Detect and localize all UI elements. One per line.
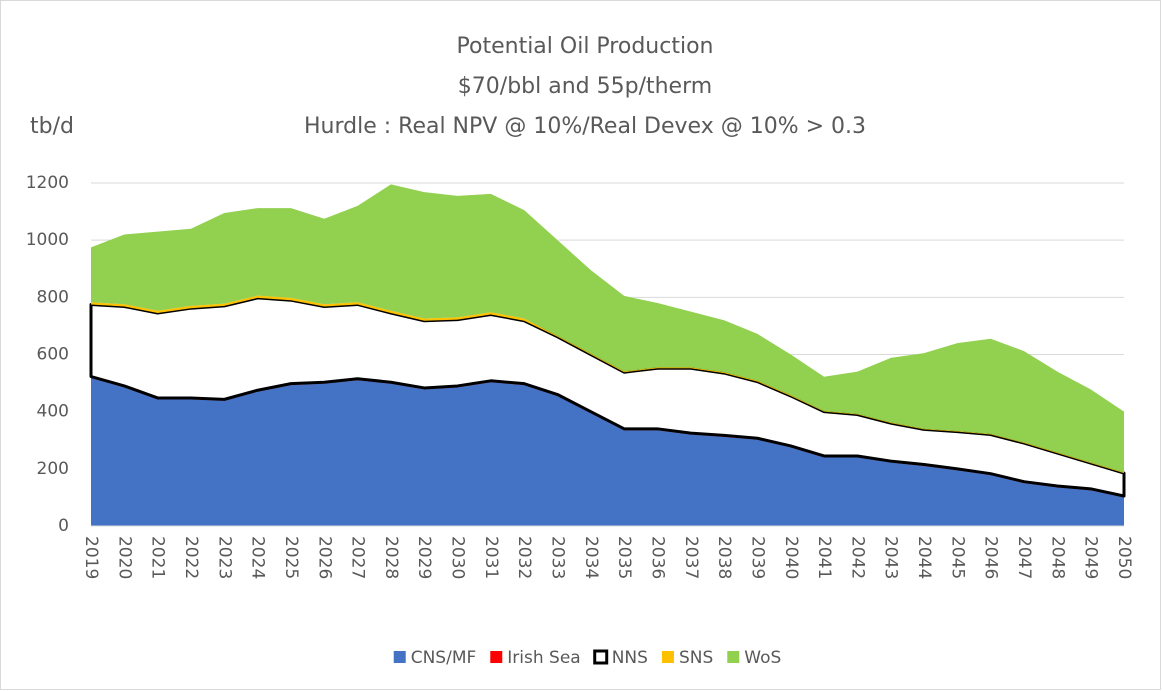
legend-swatch: [727, 651, 740, 663]
legend-swatch: [490, 651, 503, 663]
chart-subtitle: Hurdle : Real NPV @ 10%/Real Devex @ 10%…: [304, 114, 866, 139]
x-tick-label: 2050: [1114, 536, 1134, 579]
x-tick-label: 2032: [514, 536, 534, 579]
x-tick-label: 2020: [114, 536, 134, 579]
x-tick-label: 2044: [914, 536, 934, 579]
x-tick-label: 2041: [814, 536, 834, 579]
y-tick-label: 800: [37, 287, 69, 307]
x-tick-label: 2022: [181, 536, 201, 579]
x-tick-label: 2026: [314, 536, 334, 579]
x-tick-label: 2045: [947, 536, 967, 579]
legend-label: WoS: [744, 648, 781, 668]
x-tick-label: 2040: [781, 536, 801, 579]
x-tick-label: 2019: [81, 536, 101, 579]
x-tick-label: 2046: [981, 536, 1001, 579]
y-tick-label: 1200: [26, 173, 69, 193]
legend-swatch: [393, 651, 406, 663]
x-tick-label: 2036: [647, 536, 667, 579]
chart-subtitle: $70/bbl and 55p/therm: [458, 74, 712, 99]
y-tick-label: 200: [37, 459, 69, 479]
x-tick-label: 2039: [747, 536, 767, 579]
x-tick-label: 2024: [248, 536, 268, 579]
x-tick-label: 2027: [348, 536, 368, 579]
x-tick-label: 2048: [1047, 536, 1067, 579]
legend-label: NNS: [612, 648, 648, 668]
y-tick-label: 400: [37, 402, 69, 422]
y-tick-label: 600: [37, 345, 69, 365]
x-tick-label: 2034: [581, 536, 601, 579]
legend-label: SNS: [679, 648, 713, 668]
x-tick-label: 2037: [681, 536, 701, 579]
legend-swatch: [593, 649, 609, 665]
x-tick-label: 2023: [214, 536, 234, 579]
legend-label: CNS/MF: [411, 648, 477, 668]
area: [91, 184, 1124, 473]
chart-title: Potential Oil Production: [457, 34, 714, 59]
x-tick-label: 2042: [847, 536, 867, 579]
x-tick-label: 2035: [614, 536, 634, 579]
area: [91, 377, 1124, 526]
legend-swatch: [661, 651, 674, 663]
x-tick-label: 2033: [548, 536, 568, 579]
y-axis-label: tb/d: [30, 114, 74, 139]
x-tick-label: 2030: [448, 536, 468, 579]
x-tick-label: 2031: [481, 536, 501, 579]
legend-label: Irish Sea: [507, 648, 580, 668]
legend: CNS/MF Irish Sea NNS SNS WoS: [393, 648, 781, 668]
x-tick-label: 2025: [281, 536, 301, 579]
x-tick-label: 2047: [1014, 536, 1034, 579]
y-tick-label: 1000: [26, 230, 69, 250]
x-tick-label: 2029: [414, 536, 434, 579]
x-tick-label: 2043: [881, 536, 901, 579]
x-tick-label: 2021: [148, 536, 168, 579]
x-tick-label: 2049: [1081, 536, 1101, 579]
x-tick-label: 2028: [381, 536, 401, 579]
y-tick-label: 0: [58, 516, 69, 536]
x-tick-label: 2038: [714, 536, 734, 579]
